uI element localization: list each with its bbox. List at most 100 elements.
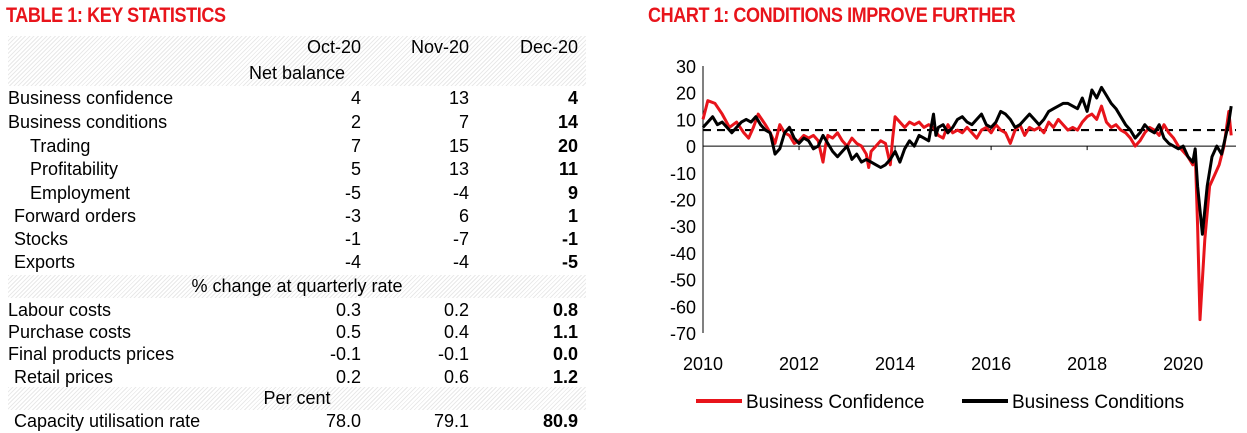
column-header: Nov-20 — [410, 37, 469, 57]
row-label: Trading — [30, 136, 91, 156]
cell-nov: 79.1 — [433, 411, 469, 431]
cell-oct: -4 — [344, 252, 361, 272]
table-row: Forward orders -3 6 1 — [8, 205, 586, 228]
cell-nov: 6 — [458, 206, 469, 226]
cell-dec: 4 — [567, 88, 578, 108]
cell-oct: 0.2 — [335, 367, 361, 387]
cell-dec: -5 — [561, 252, 578, 272]
row-label: Purchase costs — [8, 322, 132, 342]
row-label: Business confidence — [8, 88, 174, 108]
row-label: Employment — [30, 183, 131, 203]
table-header-band — [8, 36, 586, 86]
cell-oct: 5 — [350, 159, 361, 179]
cell-oct: 78.0 — [325, 411, 361, 431]
table-row: Business confidence 4 13 4 — [8, 87, 586, 110]
legend-label-conditions: Business Conditions — [1012, 392, 1184, 413]
cell-nov: -7 — [452, 229, 469, 249]
series-business-confidence — [701, 99, 1233, 322]
y-tick-label: 20 — [676, 84, 696, 104]
cell-nov: -0.1 — [437, 344, 469, 364]
cell-dec: 20 — [557, 136, 578, 156]
table-row: Exports -4 -4 -5 — [8, 251, 586, 274]
cell-oct: -3 — [344, 206, 361, 226]
cell-dec: 11 — [558, 159, 578, 179]
table-row: Profitability 5 13 11 — [8, 158, 586, 181]
y-tick-label: 10 — [676, 110, 696, 130]
cell-dec: 1.1 — [552, 322, 578, 342]
row-label: Business conditions — [8, 112, 168, 132]
cell-nov: 0.4 — [443, 322, 469, 342]
x-tick-label: 2020 — [1163, 354, 1203, 374]
cell-nov: -4 — [452, 183, 469, 203]
cell-nov: 15 — [448, 136, 469, 156]
cell-dec: 9 — [567, 183, 578, 203]
cell-dec: -1 — [561, 229, 578, 249]
table-row: Labour costs 0.3 0.2 0.8 — [8, 299, 586, 322]
table-row: Capacity utilisation rate 78.0 79.1 80.9 — [8, 410, 586, 433]
table-row: Retail prices 0.2 0.6 1.2 — [8, 366, 586, 389]
series-business-conditions — [701, 85, 1233, 236]
y-tick-label: -30 — [670, 217, 696, 237]
row-label: Labour costs — [8, 300, 112, 320]
cell-oct: 7 — [350, 136, 361, 156]
cell-oct: -0.1 — [329, 344, 361, 364]
row-label: Capacity utilisation rate — [14, 411, 201, 431]
cell-dec: 1.2 — [552, 367, 578, 387]
row-label: Forward orders — [14, 206, 137, 226]
cell-nov: 13 — [448, 88, 469, 108]
y-tick-label: -20 — [670, 191, 696, 211]
cell-nov: 0.2 — [443, 300, 469, 320]
section-header: Net balance — [248, 63, 346, 83]
cell-dec: 1 — [567, 206, 578, 226]
cell-nov: 7 — [458, 112, 469, 132]
x-tick-label: 2010 — [683, 354, 723, 374]
per-cent-header-band — [8, 387, 586, 410]
y-tick-label: -70 — [670, 324, 696, 344]
cell-oct: 2 — [350, 112, 361, 132]
y-tick-label: 30 — [676, 57, 696, 77]
cell-oct: -1 — [344, 229, 361, 249]
table-row: Final products prices -0.1 -0.1 0.0 — [8, 343, 586, 366]
cell-dec: 80.9 — [542, 411, 578, 431]
section-header: Per cent — [263, 388, 331, 408]
legend-label-confidence: Business Confidence — [746, 392, 925, 413]
cell-oct: 0.3 — [335, 300, 361, 320]
x-tick-label: 2018 — [1067, 354, 1107, 374]
per-cent-header: Per cent — [8, 387, 586, 410]
pct-header-band — [8, 275, 586, 298]
row-label: Final products prices — [8, 344, 175, 364]
cell-dec: 14 — [557, 112, 578, 132]
table-row: Employment -5 -4 9 — [8, 182, 586, 205]
section-header: % change at quarterly rate — [191, 276, 403, 296]
row-label: Exports — [14, 252, 76, 272]
table-row: Trading 7 15 20 — [8, 135, 586, 158]
table-title: TABLE 1: KEY STATISTICS — [6, 4, 226, 27]
cell-oct: -5 — [344, 183, 361, 203]
x-tick-label: 2012 — [779, 354, 819, 374]
row-label: Profitability — [30, 159, 119, 179]
table-row: Purchase costs 0.5 0.4 1.1 — [8, 321, 586, 344]
table-row: Stocks -1 -7 -1 — [8, 228, 586, 251]
row-label: Retail prices — [14, 367, 114, 387]
cell-nov: -4 — [452, 252, 469, 272]
x-tick-label: 2014 — [875, 354, 915, 374]
x-tick-label: 2016 — [971, 354, 1011, 374]
chart-title: CHART 1: CONDITIONS IMPROVE FURTHER — [648, 4, 1016, 27]
y-tick-label: -40 — [670, 244, 696, 264]
cell-nov: 13 — [448, 159, 469, 179]
cell-oct: 4 — [350, 88, 361, 108]
y-tick-label: -60 — [670, 297, 696, 317]
cell-oct: 0.5 — [335, 322, 361, 342]
column-header: Dec-20 — [519, 37, 578, 57]
net-balance-header: Net balance — [8, 62, 586, 85]
column-header: Oct-20 — [306, 37, 361, 57]
pct-change-header: % change at quarterly rate — [8, 275, 586, 298]
y-tick-label: -10 — [670, 164, 696, 184]
table-row: Business conditions 2 7 14 — [8, 111, 586, 134]
y-tick-label: -50 — [670, 271, 696, 291]
cell-dec: 0.0 — [552, 344, 578, 364]
cell-nov: 0.6 — [443, 367, 469, 387]
y-tick-label: 0 — [686, 137, 696, 157]
row-label: Stocks — [14, 229, 69, 249]
